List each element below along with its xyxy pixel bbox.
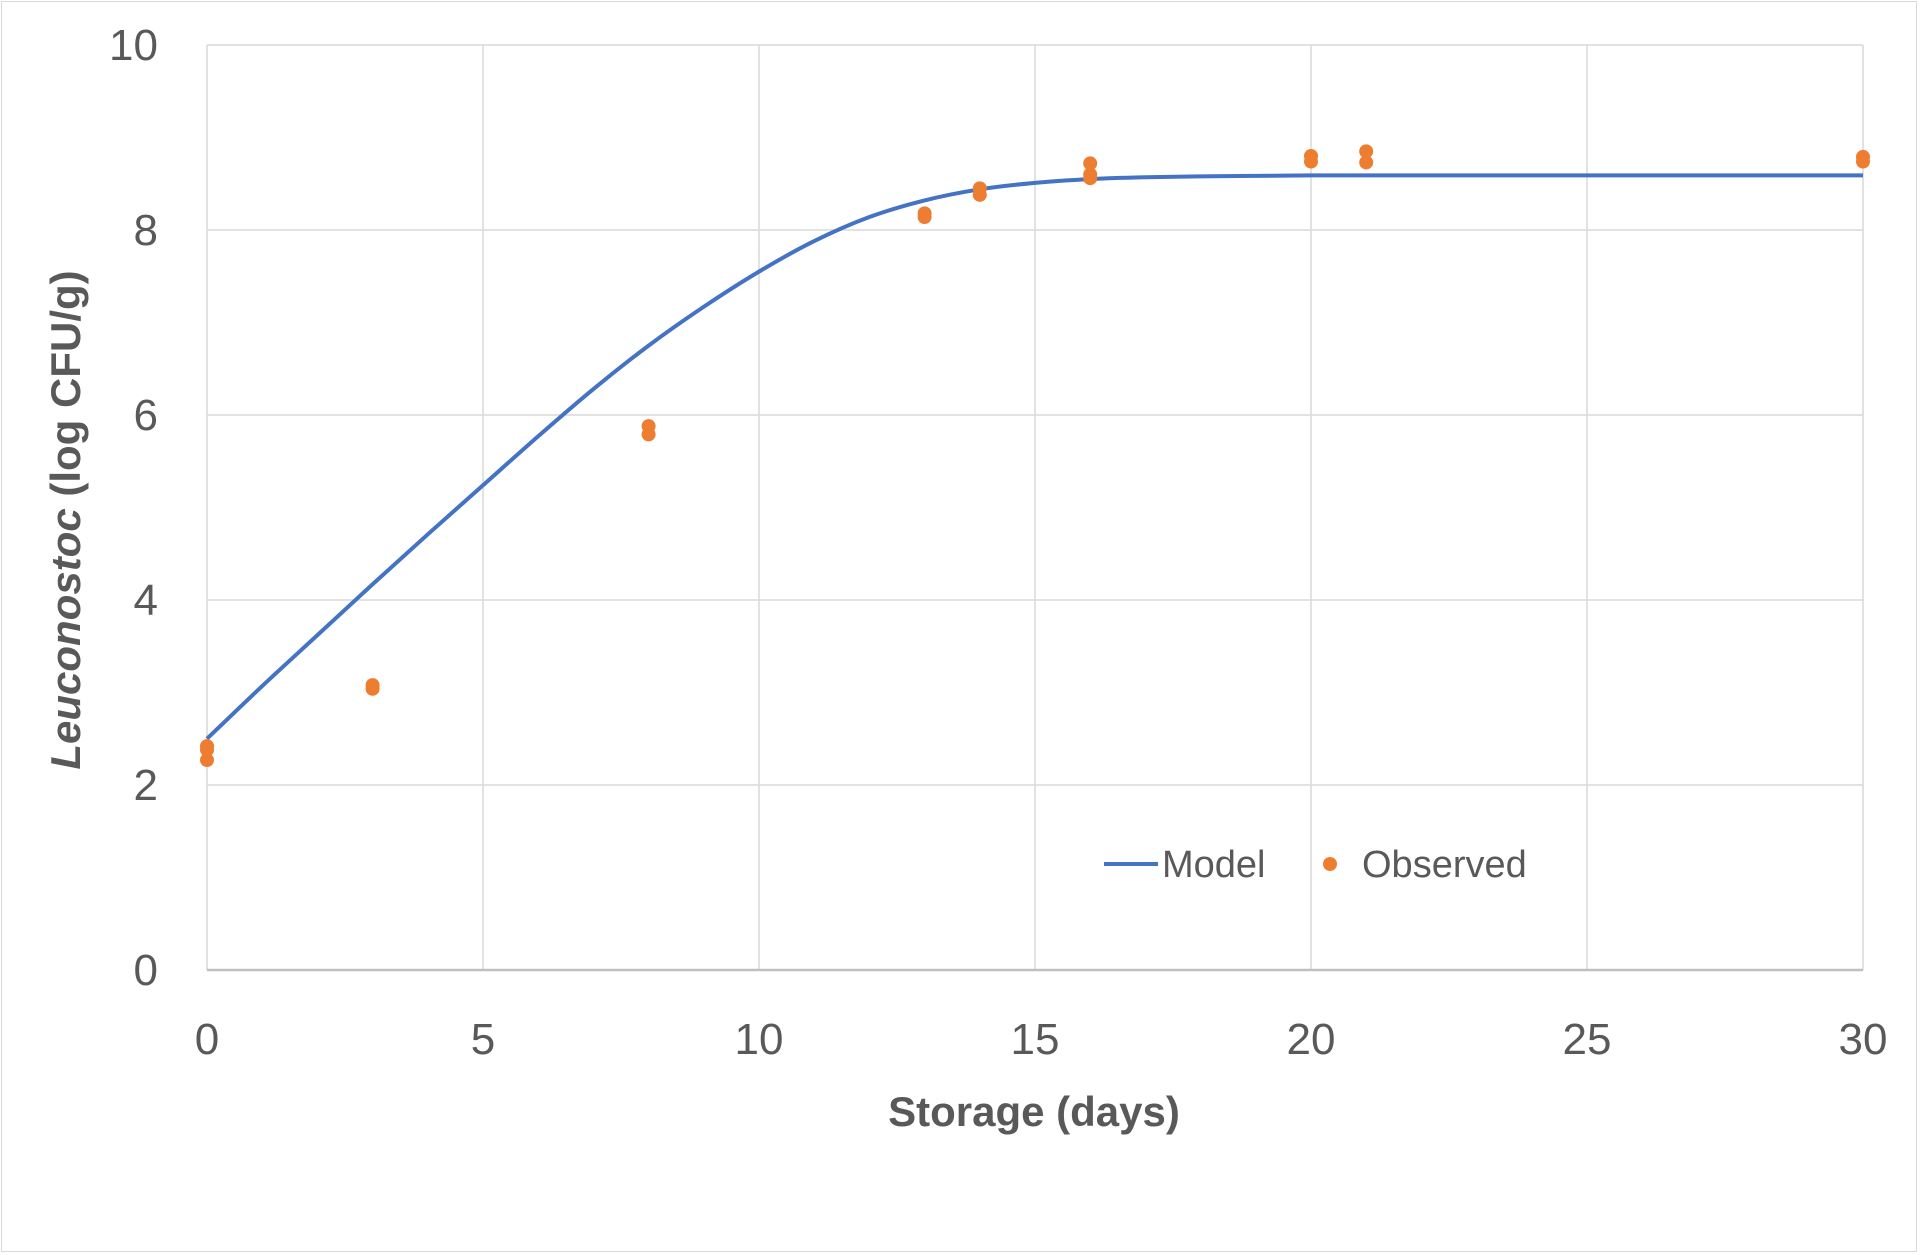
- y-tick-label: 0: [134, 946, 158, 995]
- x-tick-label: 5: [471, 1015, 495, 1064]
- y-axis-title: Leuconostoc (log CFU/g): [42, 270, 89, 769]
- observed-point: [1359, 144, 1374, 159]
- observed-point: [1359, 155, 1374, 170]
- y-axis-title-italic: Leuconostoc: [42, 508, 89, 769]
- plot-series: [200, 144, 1870, 768]
- x-tick-label: 30: [1839, 1015, 1888, 1064]
- observed-point: [200, 742, 214, 757]
- x-tick-label: 20: [1287, 1015, 1336, 1064]
- observed-point: [1083, 171, 1098, 186]
- y-tick-label: 2: [134, 761, 158, 810]
- y-tick-label: 6: [134, 391, 158, 440]
- observed-point: [972, 187, 987, 202]
- observed-point: [1083, 156, 1098, 171]
- legend-model-label: Model: [1162, 844, 1266, 886]
- x-tick-label: 10: [735, 1015, 784, 1064]
- observed-point: [1856, 154, 1870, 169]
- y-tick-labels: 0 2 4 6 8 10: [109, 21, 158, 995]
- y-axis-title-rest: (log CFU/g): [42, 270, 89, 508]
- x-tick-label: 15: [1011, 1015, 1060, 1064]
- observed-point: [641, 427, 656, 442]
- y-tick-label: 10: [109, 21, 158, 70]
- observed-point: [917, 210, 932, 225]
- x-tick-label: 25: [1563, 1015, 1612, 1064]
- y-tick-label: 4: [134, 576, 158, 625]
- observed-point: [365, 681, 380, 696]
- gridlines: [206, 44, 1864, 970]
- model-line: [205, 173, 1864, 741]
- x-tick-labels: 0 5 10 15 20 25 30: [195, 1015, 1888, 1064]
- legend-observed-marker: [1323, 857, 1337, 871]
- observed-point: [1304, 154, 1318, 169]
- y-tick-label: 8: [134, 206, 158, 255]
- observed-point: [200, 753, 214, 768]
- legend-observed-label: Observed: [1362, 844, 1527, 886]
- x-tick-label: 0: [195, 1015, 219, 1064]
- legend: Model Observed: [1104, 844, 1527, 886]
- x-axis-title: Storage (days): [888, 1088, 1180, 1135]
